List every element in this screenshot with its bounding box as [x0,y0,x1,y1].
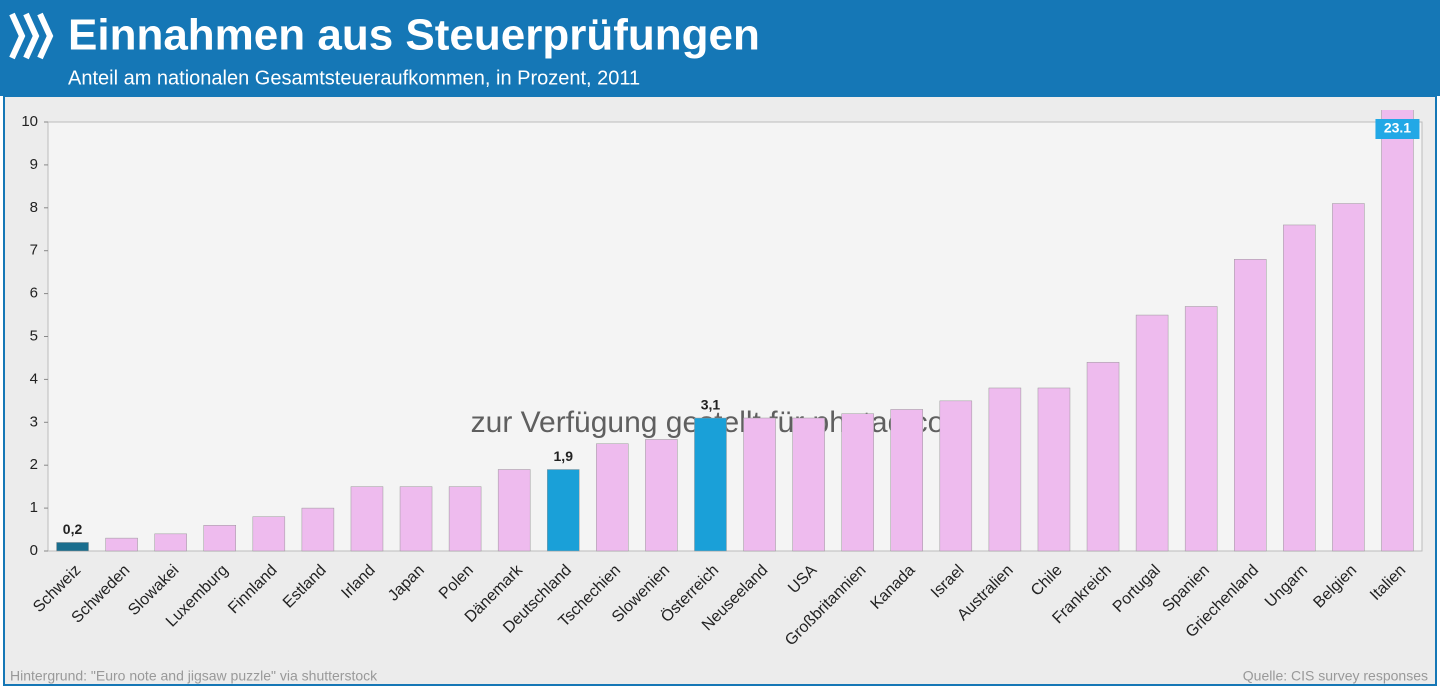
bar [1037,387,1071,552]
note: Hintergrund: "Euro note and jigsaw puzzl… [10,668,378,684]
chart-title: Einnahmen aus Steuerprüfungen [68,11,760,60]
value-label: 0,2 [63,521,83,537]
bar [792,417,825,552]
y-tick-label: 5 [30,327,38,344]
bar [988,387,1022,552]
value-label: 3,1 [701,397,721,413]
bar [1283,224,1316,552]
bar [1184,306,1218,552]
bar [350,486,384,552]
bar [56,542,89,552]
bar [497,469,531,552]
bar [105,537,138,552]
bar [252,516,286,552]
bar [203,525,236,552]
bars [56,110,1414,552]
y-tick-label: 8 [30,199,38,216]
y-tick-label: 10 [21,113,38,130]
bar [596,443,629,552]
y-tick-label: 0 [30,542,38,559]
bar [1381,110,1414,552]
bar [694,417,727,552]
header [0,0,1440,96]
bar [547,469,580,552]
bar [1332,203,1365,552]
bar [841,413,874,552]
source: Quelle: CIS survey responses [1243,668,1428,684]
bar [645,439,678,552]
y-tick-label: 7 [30,242,38,259]
bar [890,409,923,552]
bar [448,486,482,552]
y-tick-label: 6 [30,285,38,302]
value-label: 1,9 [554,448,574,464]
bar [1234,259,1267,552]
y-tick-label: 4 [30,370,38,387]
bar [939,400,973,552]
y-tick-label: 2 [30,456,38,473]
bar [743,417,776,552]
y-tick-label: 1 [30,499,38,516]
value-label: 23.1 [1384,120,1411,136]
bar [154,533,187,552]
bar [301,507,335,552]
bar [399,486,433,552]
chart-subtitle: Anteil am nationalen Gesamtsteueraufkomm… [68,67,640,89]
bar [1135,314,1169,552]
value-label-box [1375,119,1420,139]
y-tick-label: 3 [30,413,38,430]
y-tick-label: 9 [30,156,38,173]
bar [1086,361,1120,552]
logo [9,12,54,60]
